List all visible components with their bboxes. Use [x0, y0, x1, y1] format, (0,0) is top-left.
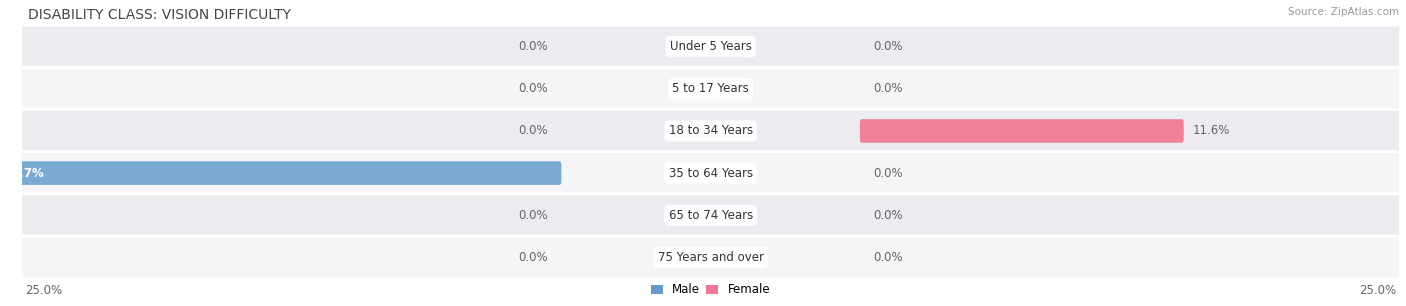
Text: 0.0%: 0.0% — [519, 209, 548, 222]
FancyBboxPatch shape — [18, 236, 1403, 279]
Text: DISABILITY CLASS: VISION DIFFICULTY: DISABILITY CLASS: VISION DIFFICULTY — [28, 8, 291, 22]
Text: 0.0%: 0.0% — [873, 82, 903, 95]
Text: 0.0%: 0.0% — [519, 125, 548, 137]
Text: 25.0%: 25.0% — [1360, 284, 1396, 297]
Text: 75 Years and over: 75 Years and over — [658, 251, 763, 264]
Text: 20.7%: 20.7% — [3, 166, 44, 180]
FancyBboxPatch shape — [860, 119, 1184, 143]
Text: 5 to 17 Years: 5 to 17 Years — [672, 82, 749, 95]
FancyBboxPatch shape — [18, 67, 1403, 110]
Text: 0.0%: 0.0% — [519, 82, 548, 95]
FancyBboxPatch shape — [18, 25, 1403, 68]
Text: 0.0%: 0.0% — [873, 40, 903, 53]
Text: 0.0%: 0.0% — [519, 251, 548, 264]
Text: 35 to 64 Years: 35 to 64 Years — [669, 166, 752, 180]
Text: Source: ZipAtlas.com: Source: ZipAtlas.com — [1288, 6, 1399, 17]
Text: 0.0%: 0.0% — [873, 166, 903, 180]
Text: 25.0%: 25.0% — [25, 284, 62, 297]
FancyBboxPatch shape — [18, 110, 1403, 152]
Text: 11.6%: 11.6% — [1192, 125, 1230, 137]
Legend: Male, Female: Male, Female — [647, 278, 775, 301]
Text: 18 to 34 Years: 18 to 34 Years — [669, 125, 752, 137]
FancyBboxPatch shape — [18, 194, 1403, 237]
Text: Under 5 Years: Under 5 Years — [669, 40, 752, 53]
Text: 0.0%: 0.0% — [873, 251, 903, 264]
Text: 65 to 74 Years: 65 to 74 Years — [668, 209, 752, 222]
Text: 0.0%: 0.0% — [519, 40, 548, 53]
FancyBboxPatch shape — [18, 151, 1403, 195]
FancyBboxPatch shape — [0, 161, 561, 185]
Text: 0.0%: 0.0% — [873, 209, 903, 222]
